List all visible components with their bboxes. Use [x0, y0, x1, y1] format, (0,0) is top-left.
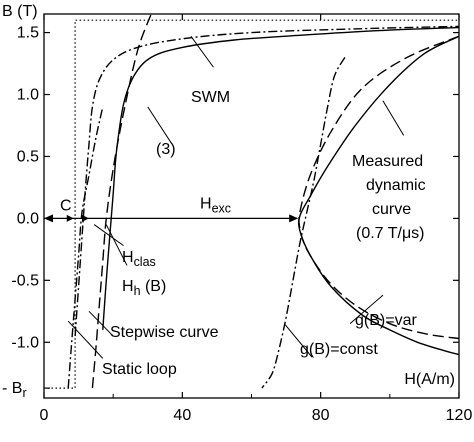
x-tick-label: 80: [312, 407, 330, 424]
series-swm: [102, 26, 459, 330]
x-tick-label: 40: [173, 407, 191, 424]
gvar-label: g(B)=var: [355, 312, 417, 329]
measured-label-line: dynamic: [366, 177, 426, 194]
inner-arrowhead: [81, 214, 89, 222]
hclas-label: Hclas: [122, 249, 156, 269]
series-left-dash-dot-branch: [67, 106, 104, 389]
measured-label-line: (0.7 T/μs): [356, 225, 425, 242]
y-tick-label: 1.5: [17, 25, 39, 42]
y-tick-label: 0.5: [17, 148, 39, 165]
x-tick-label: 120: [446, 407, 473, 424]
gconst-leader: [283, 323, 313, 358]
static-label: Static loop: [102, 361, 177, 378]
y-tick-label: 1.0: [17, 87, 39, 104]
hh-leader: [105, 224, 128, 266]
hexc-arrowhead-right: [289, 214, 299, 223]
labels: B (T) H(A/m) Hexc C SWM (3) Hclas Hh (B) Stepwis…: [2, 3, 455, 388]
hexc-arrowhead-left: [44, 214, 53, 223]
measured-label-line: Measured: [352, 153, 423, 170]
measured-label-line: curve: [372, 201, 411, 218]
gconst-label: g(B)=const: [300, 341, 378, 358]
x-axis-label: H(A/m): [404, 371, 455, 388]
gvar-leader: [349, 294, 384, 325]
y-tick-label: -1.0: [11, 334, 39, 351]
y-tick-label: -0.5: [11, 272, 39, 289]
stepwise-label: Stepwise curve: [110, 324, 219, 341]
hexc-label: Hexc: [200, 195, 231, 215]
series-g-b-const: [298, 35, 459, 340]
c-label: C: [60, 197, 72, 214]
eq3-label: (3): [156, 141, 176, 158]
inner-arrowhead: [66, 214, 74, 222]
x-tick-label: 0: [40, 407, 49, 424]
swm-label: SWM: [191, 89, 230, 106]
hh-label: Hh (B): [122, 278, 166, 298]
eq3-leader: [147, 106, 173, 145]
y-axis-label: B (T): [2, 3, 38, 20]
measured-leader: [382, 100, 405, 136]
series-g-b-var: [261, 56, 346, 389]
hclas-leader: [93, 224, 124, 247]
static-leader: [67, 320, 104, 359]
br-label: - Br: [2, 380, 27, 400]
swm-leader: [190, 36, 214, 68]
stepwise-leader: [88, 310, 114, 337]
series-measured-dynamic-curve-0-7-t-s: [297, 35, 459, 356]
y-tick-label: 0.0: [17, 210, 39, 227]
curves: [47, 13, 459, 389]
axes: 0 40 80 120 1.5 1.0 0.5 0.0 -0.5 -1.0 - Br: [2, 13, 473, 424]
